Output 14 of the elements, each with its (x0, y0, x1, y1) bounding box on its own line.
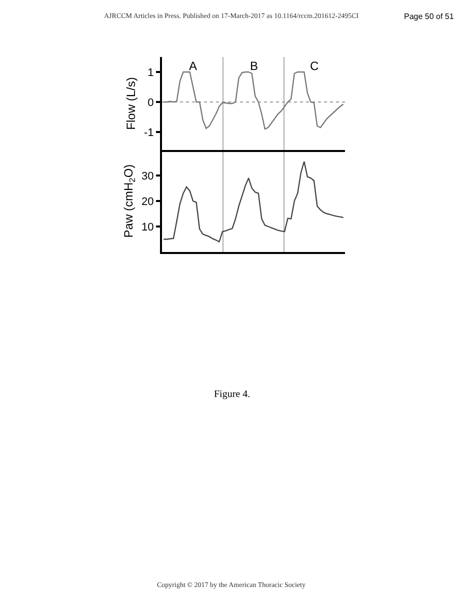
line-series (163, 160, 344, 242)
y-tick-label: 1 (148, 66, 154, 79)
y-tick-label: 0 (148, 96, 154, 109)
annotation: C (310, 59, 319, 73)
y-axis-title: Flow (L/s) (124, 77, 138, 130)
text: Page 50 of 51 (404, 12, 454, 21)
y-tick-label: 10 (142, 221, 154, 234)
y-tick-label: 20 (142, 196, 154, 208)
y-tick-label: -1 (144, 126, 154, 139)
y-tick-label: 30 (142, 170, 154, 182)
annotation: A (189, 59, 198, 73)
line-series (163, 71, 344, 130)
text: Figure 4. (214, 389, 250, 400)
annotation: B (250, 59, 258, 73)
